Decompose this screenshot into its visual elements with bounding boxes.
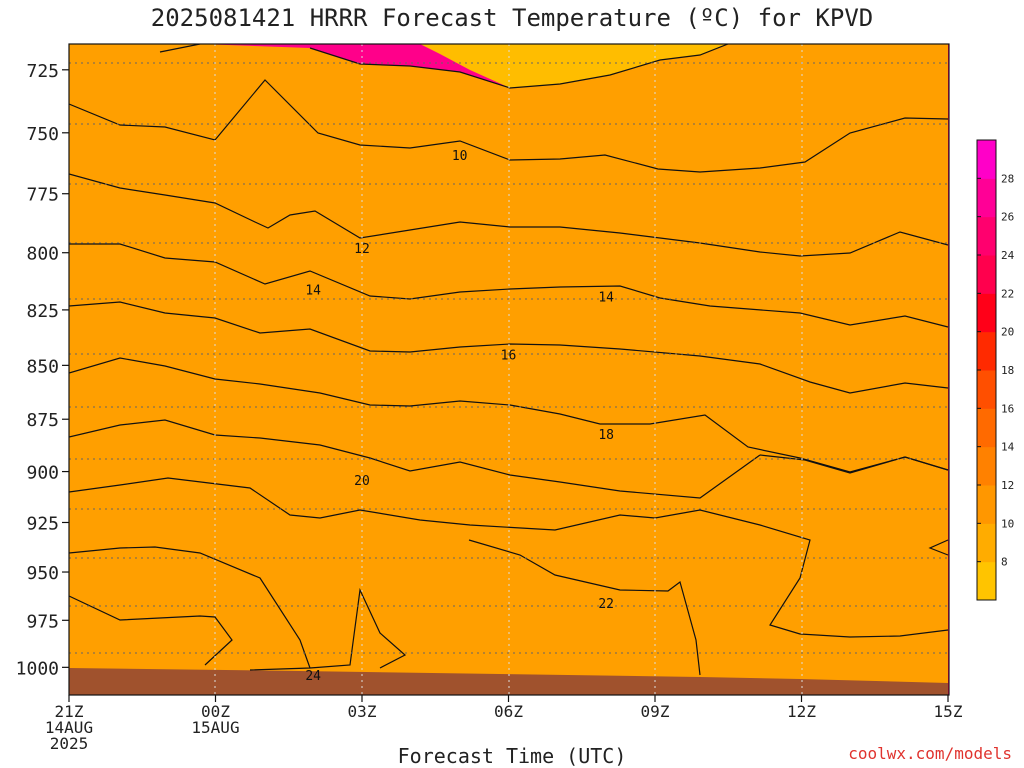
contour-label: 10 <box>452 149 468 164</box>
y-tick-label: 950 <box>26 563 59 584</box>
colorbar-label: 20 <box>1001 326 1014 339</box>
x-tick-label: 2025 <box>50 734 89 753</box>
colorbar-segment <box>977 485 996 524</box>
y-tick-label: 1000 <box>16 658 59 679</box>
y-tick-label: 875 <box>26 410 59 431</box>
contour-label: 12 <box>354 242 370 257</box>
gridlines <box>69 44 948 695</box>
colorbar-label: 26 <box>1001 211 1014 224</box>
contour-20 <box>69 419 761 499</box>
colorbar-segment <box>977 370 996 409</box>
colorbar-label: 12 <box>1001 479 1014 492</box>
x-tick-label: 06Z <box>494 702 523 721</box>
colorbar-label: 28 <box>1001 172 1014 185</box>
contour-label: 14 <box>305 284 321 299</box>
colorbar-label: 24 <box>1001 249 1015 262</box>
contour-16 <box>69 301 949 394</box>
y-tick-label: 800 <box>26 244 59 265</box>
colorbar-label: 8 <box>1001 556 1008 569</box>
colorbar-label: 22 <box>1001 287 1014 300</box>
y-tick-label: 825 <box>26 301 59 322</box>
y-tick-label: 775 <box>26 185 59 206</box>
x-tick-label: 15AUG <box>191 718 239 737</box>
colorbar-segment <box>977 255 996 294</box>
x-tick-label: 15Z <box>934 702 963 721</box>
colorbar-segment <box>977 561 996 601</box>
credit-text: coolwx.com/models <box>848 744 1012 763</box>
y-tick-label: 750 <box>26 124 59 145</box>
contour-label: 14 <box>598 290 614 305</box>
contour-8 <box>159 44 729 89</box>
chart-title: 2025081421 HRRR Forecast Temperature (ºC… <box>150 4 874 32</box>
colorbar-segment <box>977 408 996 448</box>
colorbar-segment <box>977 331 996 371</box>
colorbar-segment <box>977 178 996 218</box>
colorbar-segment <box>977 523 996 563</box>
contour-12 <box>69 173 949 257</box>
colorbar-segment <box>977 446 996 486</box>
contour-20b <box>759 454 949 474</box>
colorbar-segment <box>977 140 996 179</box>
contour-22 <box>69 477 949 638</box>
contour-label: 16 <box>501 348 517 363</box>
colorbar: 8 10 12 14 16 18 20 22 24 26 28 <box>976 139 1015 601</box>
x-tick-label: 03Z <box>348 702 377 721</box>
x-tick-label: 12Z <box>787 702 816 721</box>
x-axis-label: Forecast Time (UTC) <box>397 744 627 768</box>
colorbar-label: 18 <box>1001 364 1014 377</box>
colorbar-label: 10 <box>1001 517 1014 530</box>
contour-14 <box>69 243 949 328</box>
contour-label: 20 <box>354 474 370 489</box>
x-tick-label: 14AUG <box>45 718 93 737</box>
contour-24 <box>69 539 701 676</box>
y-tick-label: 850 <box>26 356 59 377</box>
y-tick-label: 725 <box>26 61 59 82</box>
x-tick-label: 09Z <box>641 702 670 721</box>
contour-18 <box>69 357 949 473</box>
contour-label: 18 <box>598 428 614 443</box>
band-0-8 <box>420 44 728 88</box>
x-tick-label: 00Z <box>201 702 230 721</box>
x-tick-label: 21Z <box>55 702 84 721</box>
contour-label: 24 <box>305 669 321 684</box>
colorbar-label: 16 <box>1001 402 1014 415</box>
y-axis: 725 750 775 800 825 850 875 900 925 950 975 1000 <box>16 61 69 679</box>
contour-label: 22 <box>598 597 614 612</box>
colorbar-segment <box>977 293 996 333</box>
colorbar-label: 14 <box>1001 441 1015 454</box>
y-tick-label: 900 <box>26 463 59 484</box>
contour-22b <box>928 539 949 556</box>
y-tick-label: 975 <box>26 611 59 632</box>
colorbar-segment <box>977 216 996 256</box>
contour-labels: 10 12 14 14 16 18 20 22 24 <box>305 149 614 684</box>
y-tick-label: 925 <box>26 513 59 534</box>
